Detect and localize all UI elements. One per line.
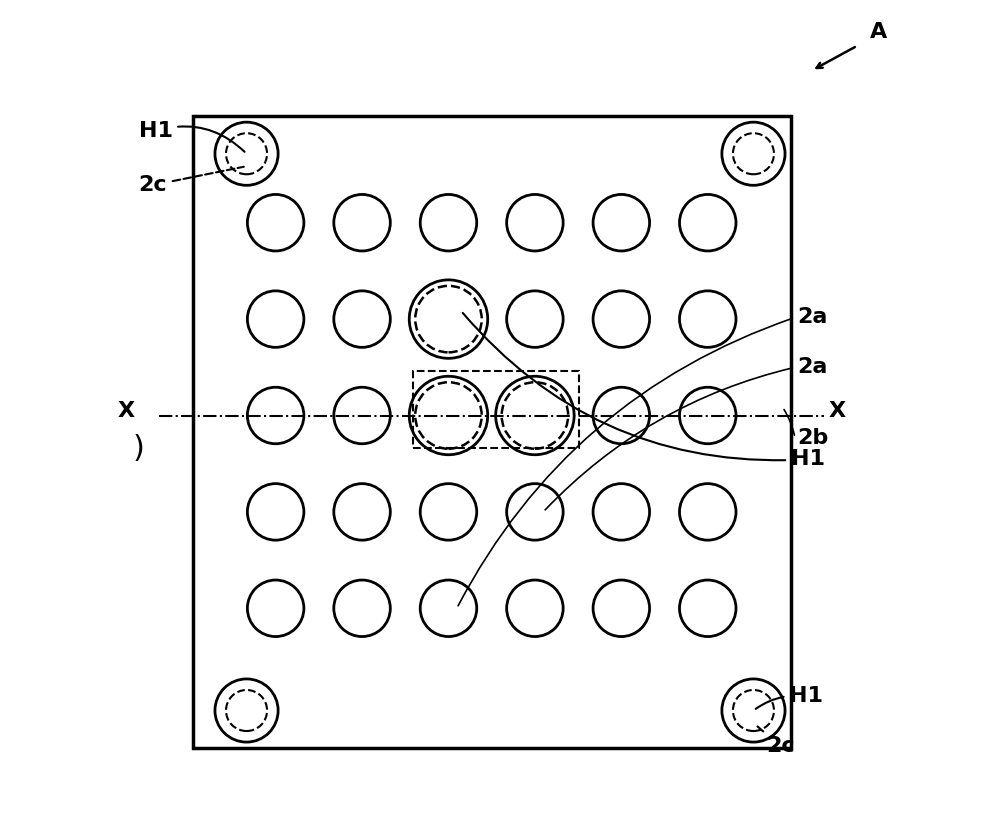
Text: 2a: 2a [797,307,828,327]
Text: H1: H1 [139,121,245,152]
Bar [413,371,579,448]
Text: 2c: 2c [139,167,244,195]
Text: H1: H1 [463,313,825,470]
Text: 2b: 2b [797,428,829,448]
Text: A: A [870,22,887,42]
Bar [193,116,791,748]
Text: H1: H1 [756,686,823,709]
Text: ): ) [133,435,144,463]
Text: X: X [117,401,134,421]
Text: 2c: 2c [756,725,795,756]
Text: 2a: 2a [797,357,828,377]
Text: X: X [828,401,845,421]
